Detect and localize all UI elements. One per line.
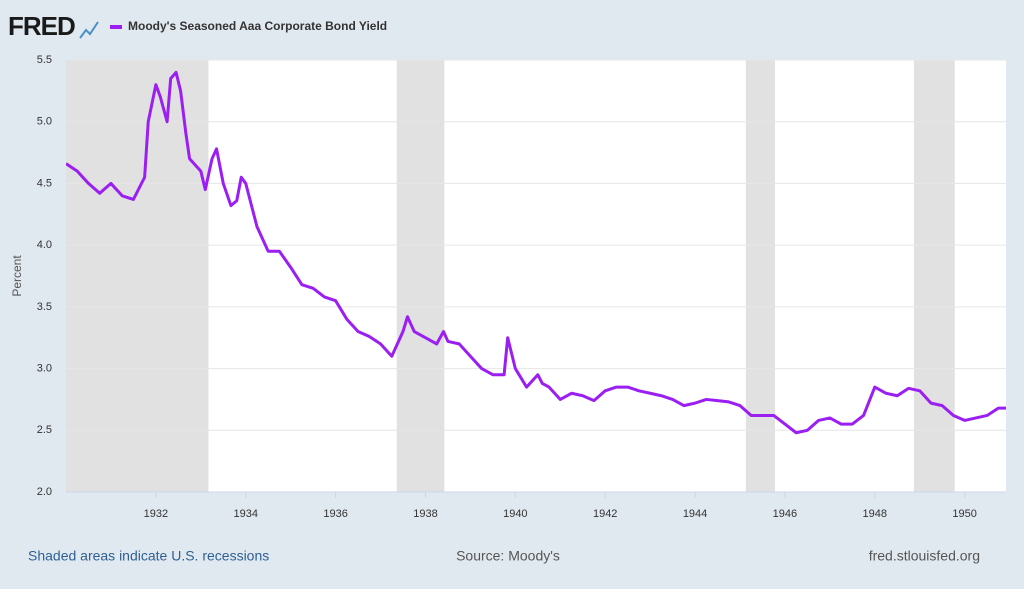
y-tick-label: 2.0 bbox=[37, 486, 52, 498]
x-tick-label: 1940 bbox=[503, 508, 527, 520]
y-tick-label: 3.0 bbox=[37, 362, 52, 374]
x-tick-label: 1932 bbox=[144, 508, 168, 520]
x-tick-label: 1936 bbox=[323, 508, 347, 520]
logo-icon bbox=[79, 21, 99, 39]
recession-band bbox=[913, 60, 955, 492]
y-axis-label: Percent bbox=[10, 255, 24, 297]
legend-label: Moody's Seasoned Aaa Corporate Bond Yiel… bbox=[128, 19, 387, 33]
recession-band bbox=[745, 60, 776, 492]
source: Source: Moody's bbox=[456, 548, 560, 564]
x-tick-label: 1942 bbox=[593, 508, 617, 520]
y-tick-label: 4.0 bbox=[37, 239, 52, 251]
y-tick-label: 5.0 bbox=[37, 116, 52, 128]
y-tick-label: 3.5 bbox=[37, 301, 52, 313]
label-layer: 2.0 2.5 3.0 3.5 4.0 4.5 5.0 5.5 1932 1934 1936 1938… bbox=[37, 54, 977, 520]
logo: FRED bbox=[8, 11, 75, 41]
plot-area bbox=[66, 60, 1006, 492]
x-tick-label: 1944 bbox=[683, 508, 707, 520]
site-link[interactable]: fred.stlouisfed.org bbox=[869, 548, 980, 564]
y-tick-label: 2.5 bbox=[37, 424, 52, 436]
y-tick-label: 4.5 bbox=[37, 177, 52, 189]
recession-note[interactable]: Shaded areas indicate U.S. recessions bbox=[28, 548, 269, 564]
x-tick-label: 1934 bbox=[233, 508, 257, 520]
x-tick-label: 1946 bbox=[773, 508, 797, 520]
x-tick-label: 1950 bbox=[952, 508, 976, 520]
series-line bbox=[66, 70, 1006, 435]
y-tick-label: 5.5 bbox=[37, 54, 52, 66]
line-layer bbox=[66, 70, 1006, 435]
x-tick-label: 1938 bbox=[413, 508, 437, 520]
recession-band bbox=[396, 60, 445, 492]
x-tick-label: 1948 bbox=[863, 508, 887, 520]
